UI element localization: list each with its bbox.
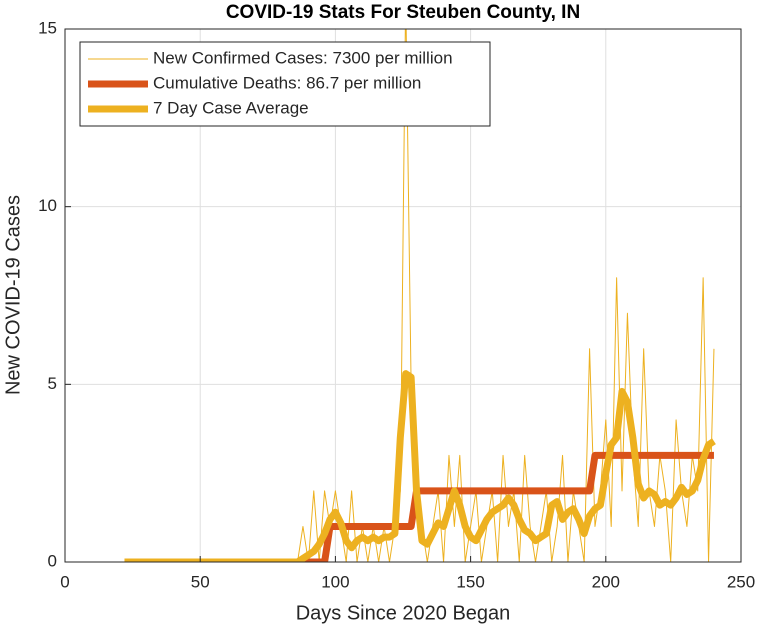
x-tick-label: 250 — [727, 572, 755, 591]
plot-area — [124, 29, 716, 562]
chart-title: COVID-19 Stats For Steuben County, IN — [226, 2, 580, 23]
y-axis-label: New COVID-19 Cases — [2, 195, 24, 395]
y-tick-label: 15 — [38, 18, 57, 37]
x-tick-label: 0 — [60, 572, 69, 591]
y-tick-label: 10 — [38, 196, 57, 215]
y-tick-label: 0 — [48, 551, 57, 570]
x-tick-label: 150 — [456, 572, 484, 591]
legend-box — [79, 41, 491, 127]
x-tick-label: 100 — [321, 572, 349, 591]
x-tick-label: 200 — [592, 572, 620, 591]
x-tick-label: 50 — [191, 572, 210, 591]
axes-box — [64, 28, 742, 563]
legend-label: Cumulative Deaths: 86.7 per million — [153, 73, 421, 92]
x-axis-label: Days Since 2020 Began — [296, 602, 511, 624]
y-tick-label: 5 — [48, 374, 57, 393]
series-line — [124, 370, 716, 562]
legend: New Confirmed Cases: 7300 per million Cum… — [79, 41, 491, 127]
legend-label: New Confirmed Cases: 7300 per million — [153, 48, 453, 67]
legend-label: 7 Day Case Average — [153, 98, 309, 117]
